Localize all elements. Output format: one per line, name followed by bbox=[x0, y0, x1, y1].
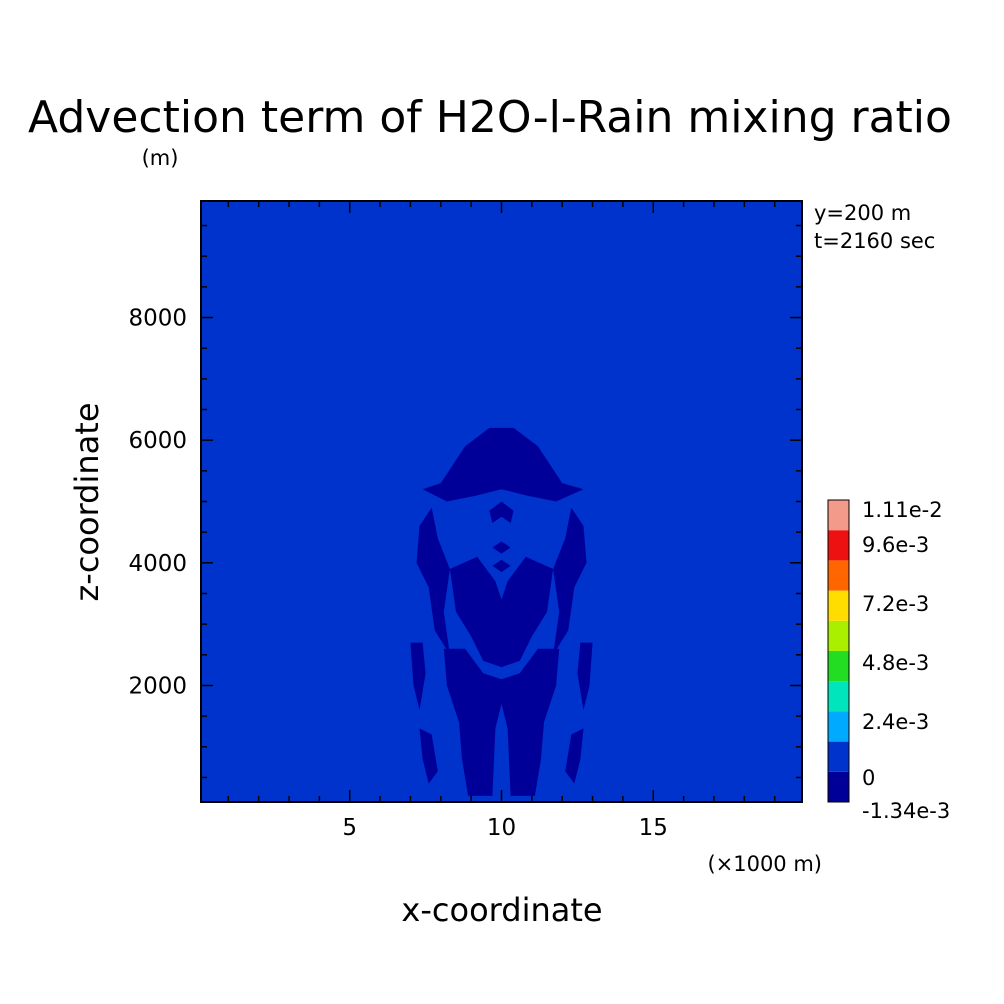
colorbar-label: 7.2e-3 bbox=[862, 592, 929, 616]
colorbar-swatch bbox=[828, 620, 849, 651]
negative-region-5 bbox=[489, 501, 514, 523]
colorbar-swatch bbox=[828, 590, 849, 621]
y-axis-label: z-coordinate bbox=[68, 402, 106, 601]
colorbar-label: 4.8e-3 bbox=[862, 651, 929, 675]
colorbar-labels: 1.11e-2 9.6e-3 7.2e-3 4.8e-3 2.4e-3 0 -1.34e-3 bbox=[862, 498, 950, 823]
annotation-y: y=200 m bbox=[814, 201, 911, 225]
x-tick-labels: 5 10 15 bbox=[342, 815, 667, 841]
negative-region-7 bbox=[492, 559, 511, 572]
y-tick-label: 2000 bbox=[128, 673, 187, 699]
y-tick-label: 6000 bbox=[128, 428, 187, 454]
colorbar-swatch bbox=[828, 500, 849, 531]
chart-title: Advection term of H2O-l-Rain mixing rati… bbox=[28, 92, 952, 143]
negative-region-11 bbox=[565, 728, 584, 784]
colorbar-frame bbox=[827, 499, 850, 803]
negative-region-10 bbox=[419, 728, 438, 784]
negative-regions bbox=[410, 427, 593, 796]
y-tick-labels: 2000 4000 6000 8000 bbox=[128, 306, 187, 700]
x-tick-label: 15 bbox=[639, 815, 668, 841]
colorbar-label: 9.6e-3 bbox=[862, 533, 929, 557]
negative-region-1 bbox=[416, 507, 450, 655]
colorbar-swatch bbox=[828, 651, 849, 682]
colorbar-swatch bbox=[828, 711, 849, 742]
colorbar-swatch bbox=[828, 530, 849, 561]
negative-region-4 bbox=[443, 648, 560, 796]
title-unit: (m) bbox=[142, 146, 179, 170]
x-axis-label: x-coordinate bbox=[401, 891, 602, 929]
y-tick-label: 4000 bbox=[128, 551, 187, 577]
y-tick-label: 8000 bbox=[128, 306, 187, 332]
colorbar-label: 0 bbox=[862, 766, 875, 790]
colorbar-swatch bbox=[828, 681, 849, 712]
negative-region-8 bbox=[410, 642, 426, 710]
x-tick-label: 5 bbox=[342, 815, 357, 841]
annotation-t: t=2160 sec bbox=[814, 229, 935, 253]
colorbar bbox=[827, 499, 850, 803]
colorbar-swatch bbox=[828, 560, 849, 591]
colorbar-label: 2.4e-3 bbox=[862, 710, 929, 734]
negative-region-9 bbox=[577, 642, 593, 710]
colorbar-swatch bbox=[828, 741, 849, 772]
negative-region-6 bbox=[492, 541, 511, 554]
plot-area bbox=[200, 200, 803, 803]
x-unit-label: (×1000 m) bbox=[707, 852, 822, 876]
colorbar-label: 1.11e-2 bbox=[862, 498, 943, 522]
negative-region-0 bbox=[422, 427, 584, 502]
negative-region-3 bbox=[449, 556, 554, 668]
negative-region-2 bbox=[553, 507, 587, 655]
axis-ticks bbox=[201, 201, 802, 802]
x-tick-label: 10 bbox=[487, 815, 516, 841]
colorbar-label: -1.34e-3 bbox=[862, 799, 950, 823]
colorbar-swatch bbox=[828, 771, 849, 802]
